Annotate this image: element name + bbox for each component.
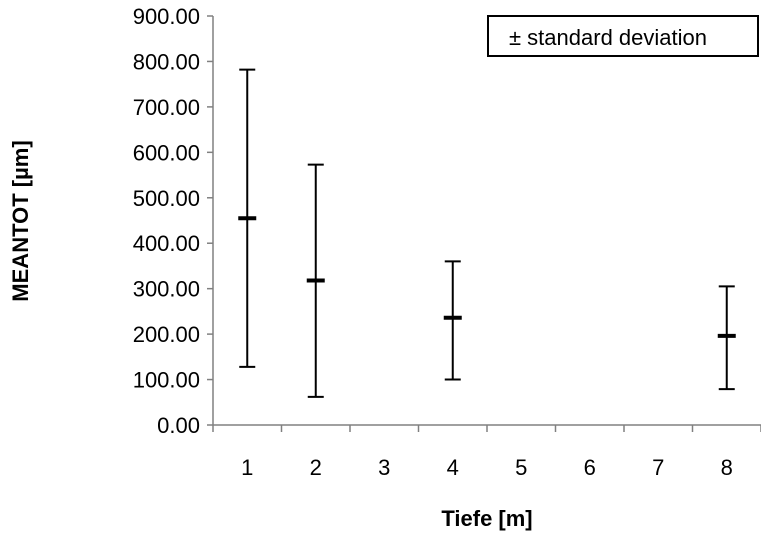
legend-box xyxy=(487,15,759,57)
x-tick-label: 5 xyxy=(515,455,527,480)
error-bar xyxy=(443,260,462,381)
legend-label: ± standard deviation xyxy=(509,25,707,50)
error-bar xyxy=(306,163,325,398)
y-axis: 0.00 100.00 200.00 300.00 400.00 500.00 600.00… xyxy=(133,4,213,438)
y-tick-label: 200.00 xyxy=(133,322,200,347)
x-tick-label: 7 xyxy=(652,455,664,480)
y-tick-label: 700.00 xyxy=(133,95,200,120)
y-tick-label: 600.00 xyxy=(133,140,200,165)
y-tick-label: 500.00 xyxy=(133,186,200,211)
x-tick-label: 2 xyxy=(310,455,322,480)
y-tick-label: 800.00 xyxy=(133,49,200,74)
y-tick-label: 300.00 xyxy=(133,277,200,302)
y-tick-label: 900.00 xyxy=(133,4,200,29)
y-tick-label: 0.00 xyxy=(157,413,200,438)
x-axis-title: Tiefe [m] xyxy=(441,506,532,531)
plot-area xyxy=(212,16,761,426)
x-tick-label: 6 xyxy=(584,455,596,480)
error-bars xyxy=(238,68,736,398)
x-tick-label: 4 xyxy=(447,455,459,480)
x-tick-label: 1 xyxy=(241,455,253,480)
legend: ± standard deviation xyxy=(487,15,759,57)
error-bar xyxy=(238,68,257,368)
y-tick-label: 400.00 xyxy=(133,231,200,256)
error-bar xyxy=(717,285,736,391)
y-axis-title: MEANTOT [µm] xyxy=(8,140,33,301)
x-tick-label: 3 xyxy=(378,455,390,480)
x-axis: 1 2 3 4 5 6 7 8 xyxy=(212,425,761,480)
x-tick-label: 8 xyxy=(721,455,733,480)
y-tick-label: 100.00 xyxy=(133,368,200,393)
